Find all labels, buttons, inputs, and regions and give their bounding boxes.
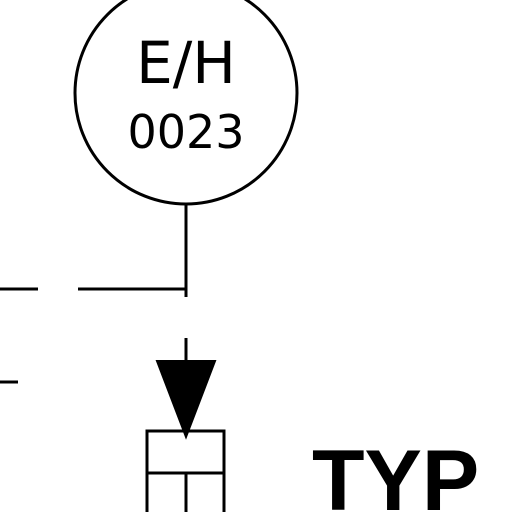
- typical-note: TYP: [312, 433, 479, 512]
- detail-tag[interactable]: E/H 0023: [73, 0, 299, 206]
- tag-top-text: E/H: [136, 29, 236, 97]
- tag-number-text: 0023: [127, 105, 244, 159]
- arrow-head: [155, 360, 217, 440]
- box-symbol: [145, 429, 226, 512]
